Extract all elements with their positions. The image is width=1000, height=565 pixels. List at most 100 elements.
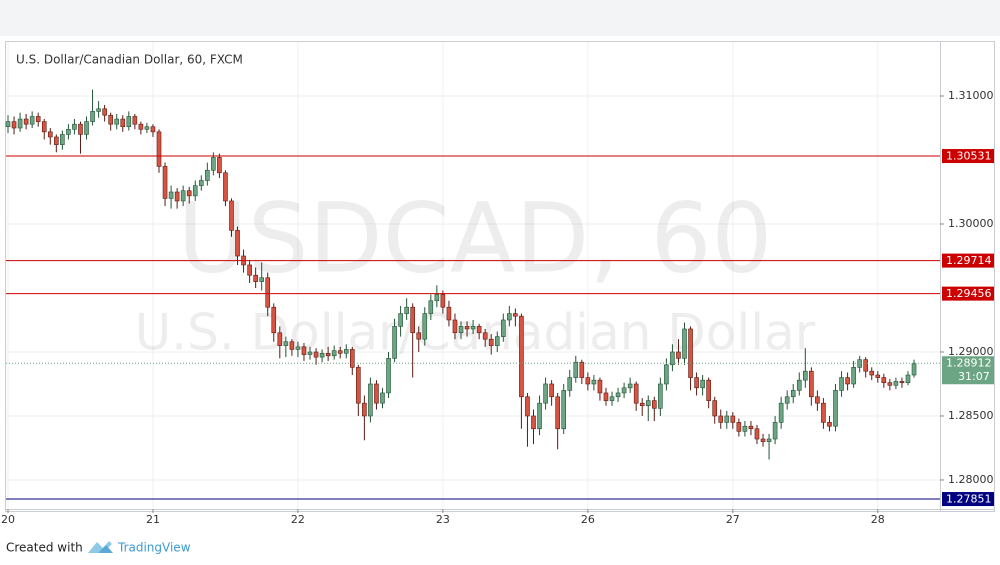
candle-body <box>845 377 850 385</box>
candle-body <box>17 118 23 129</box>
candle-body <box>138 123 144 130</box>
candle-body <box>156 131 162 167</box>
candle-body <box>712 400 718 417</box>
candle-body <box>277 332 283 346</box>
candle-body <box>881 377 887 384</box>
candle-body <box>670 351 675 366</box>
level-label-bg <box>942 253 994 268</box>
candle-body <box>90 111 95 122</box>
candle-body <box>760 438 766 442</box>
x-tick-label: 27 <box>726 513 740 526</box>
candle-body <box>392 326 397 359</box>
candle-body <box>694 377 699 389</box>
candle-body <box>833 390 838 427</box>
candle-body <box>307 351 313 355</box>
level-label: 1.29456 <box>946 287 992 300</box>
tradingview-logo <box>88 541 113 553</box>
candle-body <box>627 383 633 389</box>
candle-body <box>513 313 518 317</box>
candle-body <box>186 190 192 197</box>
footer-brand[interactable]: TradingView <box>117 541 191 555</box>
candle-body <box>325 352 331 357</box>
candle-body <box>235 230 240 257</box>
candle-body <box>349 349 355 368</box>
candle-body <box>507 313 512 321</box>
candle-body <box>362 402 367 417</box>
candle-body <box>84 121 89 135</box>
candle-body <box>905 374 911 384</box>
candle-body <box>778 402 784 423</box>
candle-body <box>700 379 705 389</box>
candle-body <box>567 377 573 391</box>
candle-body <box>718 415 724 423</box>
candle-body <box>784 396 790 404</box>
candle-body <box>319 352 325 358</box>
countdown-label: 31:07 <box>958 370 990 383</box>
candle-body <box>198 180 204 186</box>
candle-body <box>519 315 524 398</box>
candle-body <box>265 277 271 308</box>
candle-body <box>790 390 796 398</box>
candle-body <box>108 114 113 125</box>
candle-body <box>259 277 264 282</box>
x-tick-label: 28 <box>871 513 885 526</box>
candle-body <box>809 370 814 398</box>
candle-body <box>446 306 452 321</box>
candle-body <box>911 363 917 376</box>
candle-body <box>555 396 560 430</box>
candle-body <box>162 166 168 199</box>
candle-body <box>374 383 379 404</box>
candle-body <box>295 346 301 350</box>
candle-body <box>313 351 319 358</box>
level-label-bg <box>942 492 994 507</box>
plot <box>5 89 940 500</box>
candle-body <box>41 121 47 133</box>
candle-body <box>78 123 83 135</box>
candle-body <box>476 326 482 334</box>
candle-body <box>60 134 65 145</box>
axes: 1.28000 1.28500 1.29000 1.30000 1.31000 20 21 2… <box>1 89 994 526</box>
candle-body <box>664 364 669 385</box>
candle-body <box>494 336 500 346</box>
candle-body <box>639 402 645 407</box>
candle-body <box>35 116 41 122</box>
candle-body <box>537 402 542 430</box>
candle-body <box>428 300 434 314</box>
candle-body <box>452 319 458 334</box>
y-tick-label: 1.28000 <box>948 473 994 486</box>
watermark-symbol: USDCAD, 60 <box>178 182 773 294</box>
candle-body <box>11 121 17 129</box>
grid <box>6 42 940 508</box>
candle-body <box>440 294 446 308</box>
candle-body <box>651 400 657 409</box>
candle-body <box>404 306 409 314</box>
level-label: 1.27851 <box>946 493 992 506</box>
candle-body <box>271 306 277 334</box>
candle-body <box>615 392 621 398</box>
level-label-bg <box>942 149 994 164</box>
candle-body <box>72 123 77 130</box>
candle-body <box>869 370 875 376</box>
candle-body <box>23 118 29 125</box>
y-tick-label: 1.29000 <box>948 345 994 358</box>
candle-body <box>863 359 869 372</box>
candle-body <box>331 350 337 357</box>
candle-body <box>633 383 639 404</box>
candle-body <box>488 338 494 346</box>
y-tick-label: 1.30000 <box>948 217 994 230</box>
candle-body <box>603 392 609 401</box>
candle-body <box>102 108 107 116</box>
candle-body <box>839 377 844 391</box>
x-tick-label: 22 <box>291 513 305 526</box>
candle-body <box>464 326 470 330</box>
y-tick-label: 1.28500 <box>948 409 994 422</box>
candle-body <box>410 306 415 334</box>
candle-body <box>531 415 536 430</box>
candle-body <box>748 425 754 430</box>
candle-body <box>754 428 760 440</box>
candle-body <box>591 379 597 385</box>
candle-body <box>597 379 603 394</box>
x-tick-label: 26 <box>581 513 595 526</box>
current-price-label: 1.28912 <box>946 357 992 370</box>
